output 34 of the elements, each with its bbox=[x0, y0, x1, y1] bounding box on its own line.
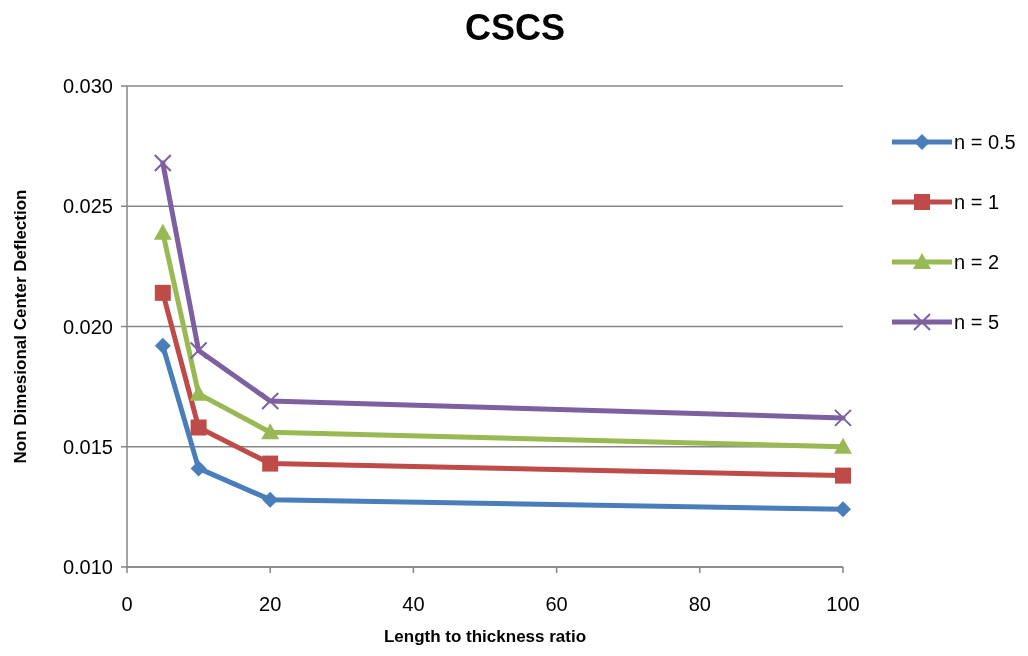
point bbox=[153, 223, 172, 240]
legend-label: n = 0.5 bbox=[954, 131, 1016, 153]
point bbox=[834, 437, 852, 454]
point bbox=[261, 423, 280, 440]
y-axis-title: Non Dimesional Center Deflection bbox=[11, 189, 30, 464]
point bbox=[154, 337, 171, 354]
x-axis-title: Length to thickness ratio bbox=[383, 627, 587, 646]
point bbox=[835, 467, 851, 484]
legend-label: n = 5 bbox=[954, 311, 1000, 333]
point bbox=[262, 491, 279, 508]
point bbox=[154, 284, 171, 301]
legend-label: n = 2 bbox=[954, 251, 1000, 273]
point bbox=[262, 455, 279, 472]
point bbox=[189, 341, 208, 360]
point bbox=[190, 419, 207, 436]
point bbox=[835, 501, 851, 518]
y-tick-label: 0.020 bbox=[62, 315, 113, 338]
legend-label: n = 1 bbox=[954, 191, 1000, 213]
point bbox=[190, 460, 207, 477]
y-tick-label: 0.010 bbox=[62, 556, 113, 578]
chart-title: CSCS bbox=[464, 7, 566, 48]
x-tick-label: 60 bbox=[545, 593, 568, 615]
point bbox=[834, 408, 852, 427]
x-tick-label: 40 bbox=[402, 593, 425, 615]
x-tick-label: 80 bbox=[688, 593, 711, 615]
x-tick-label: 100 bbox=[826, 593, 860, 615]
point bbox=[189, 384, 208, 401]
x-tick-label: 20 bbox=[259, 593, 282, 615]
y-tick-label: 0.030 bbox=[62, 75, 113, 97]
point bbox=[153, 153, 172, 172]
y-tick-label: 0.015 bbox=[62, 435, 113, 458]
y-tick-label: 0.025 bbox=[62, 195, 113, 218]
point bbox=[261, 392, 280, 411]
x-tick-label: 0 bbox=[121, 593, 133, 615]
